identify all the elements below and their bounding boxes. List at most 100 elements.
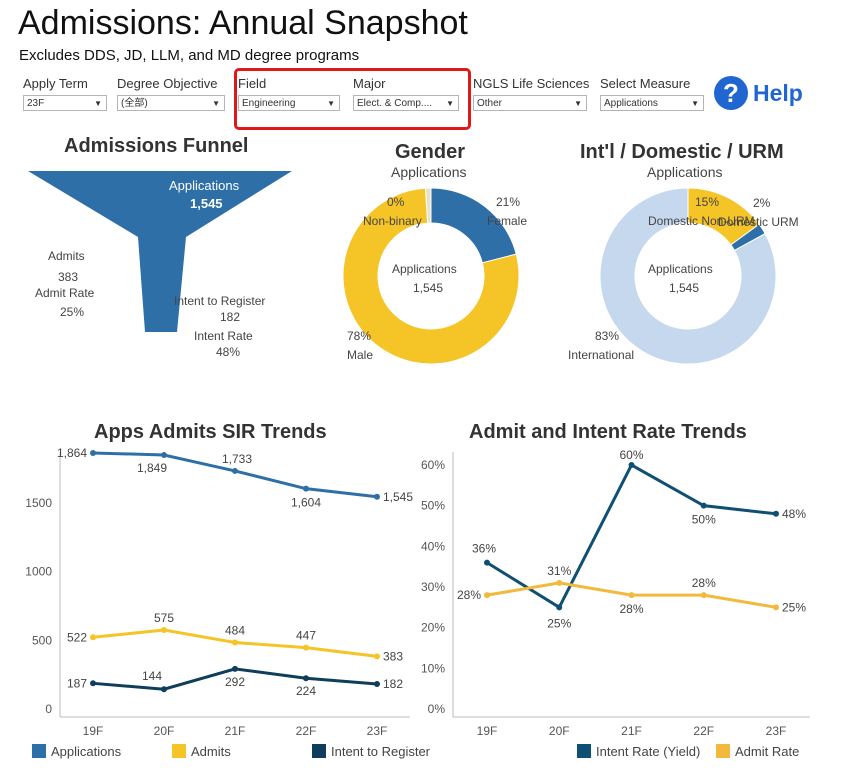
funnel-intent-rate-value: 48% [216,345,241,359]
page-subtitle: Excludes DDS, JD, LLM, and MD degree pro… [19,47,360,64]
chart0-point-0-3[interactable] [303,485,309,492]
chart1-data-label: 60% [619,448,643,462]
chart0-point-1-2[interactable] [232,639,238,646]
chart0-data-label: 144 [142,669,162,683]
gender-male-label: Male [347,348,374,362]
chart1-point-1-1[interactable] [556,579,563,586]
chart0-point-0-0[interactable] [90,449,96,456]
filter-select-major[interactable]: Elect. & Comp.... ▼ [353,95,459,111]
chart0-point-0-4[interactable] [374,493,380,500]
chart1-y-tick: 0% [428,702,446,716]
filter-select-apply-term[interactable]: 23F ▼ [23,95,107,111]
chart1-y-tick: 30% [421,580,445,594]
chart0-point-2-0[interactable] [90,680,96,687]
chart1-data-label: 28% [457,588,481,602]
funnel-intent-label: Intent to Register [174,294,266,308]
legend-intent-rate[interactable]: Intent Rate (Yield) [596,744,701,759]
legend-swatch-applications [32,744,46,758]
legend-swatch-admit-rate [716,744,730,758]
chart0-point-0-2[interactable] [232,467,238,474]
chart0-data-label: 383 [383,649,403,663]
intl-subtitle: Applications [647,164,723,180]
filter-select-ngls[interactable]: Other ▼ [473,95,587,111]
chart0-point-2-4[interactable] [374,680,380,687]
gender-center-label: Applications [392,262,457,276]
chart0-data-label: 1,604 [291,496,321,510]
legend-intent[interactable]: Intent to Register [331,744,430,759]
chart0-point-2-3[interactable] [303,675,309,682]
funnel-title: Admissions Funnel [64,135,249,157]
chart1-point-0-0[interactable] [484,559,490,566]
chart1-point-1-2[interactable] [628,592,635,599]
apps-trends-title: Apps Admits SIR Trends [94,421,327,443]
chart0-data-label: 1,864 [57,446,87,460]
chart0-data-label: 187 [67,676,87,690]
legend-admit-rate[interactable]: Admit Rate [735,744,800,759]
chart0-data-label: 447 [296,629,316,643]
chevron-down-icon: ▼ [327,99,335,108]
filter-value-ngls: Other [477,98,503,109]
chart0-point-1-1[interactable] [161,627,167,634]
chart1-point-0-4[interactable] [773,510,779,517]
chart0-y-tick: 500 [32,633,52,647]
funnel-admit-rate-value: 25% [60,305,85,319]
chart0-point-1-0[interactable] [90,634,96,641]
intl-nonurm-label: Domestic Non-URM [648,214,755,228]
chart1-series-line-0[interactable] [486,462,777,610]
funnel-admits-label: Admits [48,249,85,263]
chart0-data-label: 224 [296,684,316,698]
gender-subtitle: Applications [391,164,467,180]
chart1-data-label: 36% [472,542,496,556]
chart0-point-1-4[interactable] [374,653,380,660]
gender-donut [342,187,520,365]
intl-slice-international[interactable] [599,187,777,365]
funnel-applications-label: Applications [169,178,240,193]
chart1-data-label: 28% [692,576,716,590]
chart1-point-1-3[interactable] [700,592,707,599]
chart0-data-label: 1,733 [222,452,252,466]
legend-swatch-intent-rate [577,744,591,758]
filter-select-field[interactable]: Engineering ▼ [238,95,340,111]
highlight-box [234,68,471,130]
gender-slice-non-binary[interactable] [424,187,432,224]
intl-nonurm-pct: 15% [695,195,720,209]
chart0-point-0-1[interactable] [161,452,167,459]
funnel-intent-rate-label: Intent Rate [194,329,253,343]
chart0-point-2-1[interactable] [161,686,167,693]
chart1-point-0-2[interactable] [628,462,635,468]
filter-label-degree-objective: Degree Objective [117,76,218,91]
chart0-y-tick: 0 [45,702,52,716]
chart0-point-1-3[interactable] [303,644,309,651]
help-icon[interactable]: ? [714,76,748,110]
chart1-x-tick: 20F [549,724,570,738]
filter-value-major: Elect. & Comp.... [357,98,433,109]
chart1-point-0-3[interactable] [700,502,707,509]
chart1-point-1-4[interactable] [773,604,779,611]
intl-urm-label: Domestic URM [718,215,799,229]
funnel-shape[interactable] [28,171,292,332]
legend-swatch-admits [172,744,186,758]
filter-value-measure: Applications [604,98,658,109]
chart1-point-1-0[interactable] [484,592,490,599]
filter-label-ngls: NGLS Life Sciences [473,76,590,91]
chart1-y-tick: 60% [421,458,445,472]
chart1-point-0-1[interactable] [556,604,563,611]
chart1-y-tick: 50% [421,499,445,513]
chart1-y-tick: 10% [421,661,445,675]
intl-international-label: International [568,348,635,362]
intl-title: Int'l / Domestic / URM [580,141,784,163]
filter-select-degree-objective[interactable]: (全部) ▼ [117,95,225,111]
intl-center-label: Applications [648,262,713,276]
chevron-down-icon: ▼ [212,99,220,108]
help-link[interactable]: Help [753,80,803,106]
chart0-point-2-2[interactable] [232,665,238,672]
gender-slice-male[interactable] [342,187,520,365]
filter-label-major: Major [353,76,386,91]
chart0-data-label: 1,849 [137,461,167,475]
legend-applications[interactable]: Applications [51,744,122,759]
legend-admits[interactable]: Admits [191,744,231,759]
gender-nonbinary-pct: 0% [387,195,405,209]
filter-select-measure[interactable]: Applications ▼ [600,95,704,111]
chevron-down-icon: ▼ [446,99,454,108]
